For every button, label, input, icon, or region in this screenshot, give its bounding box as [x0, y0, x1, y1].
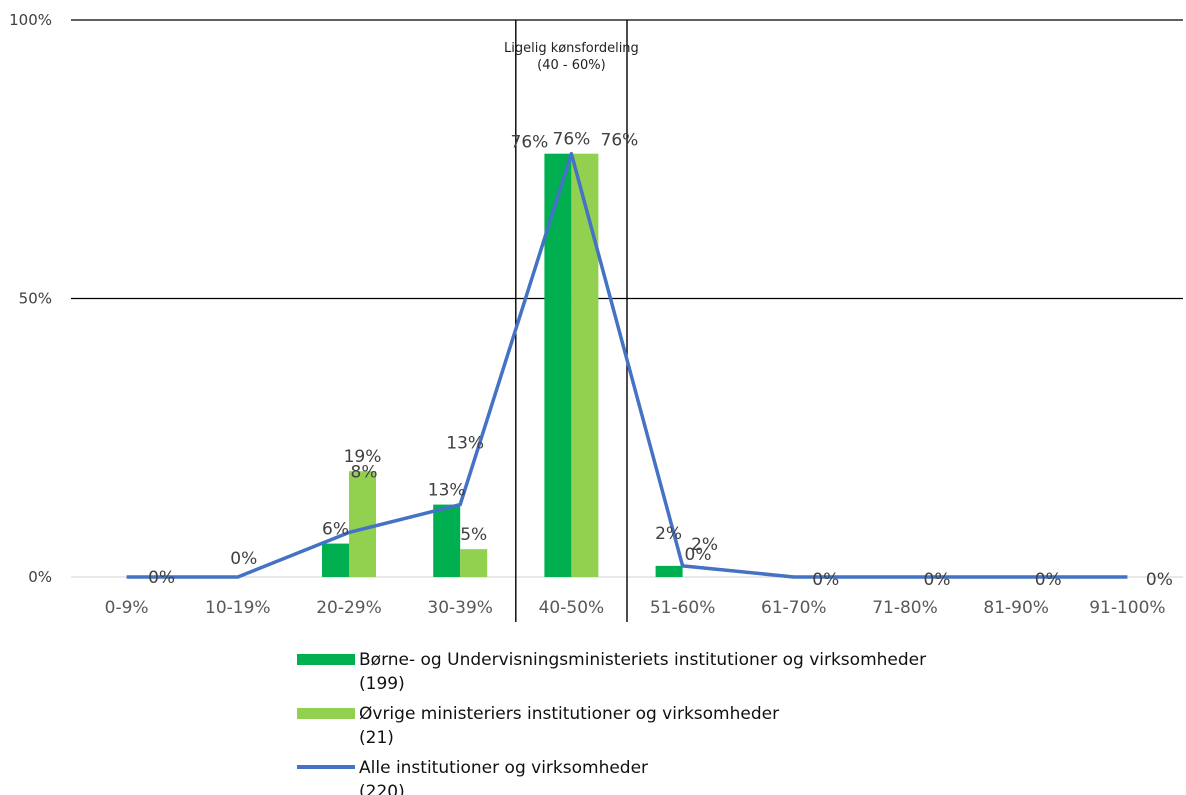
x-tick-label: 0-9% — [105, 598, 149, 618]
x-tick-label: 71-80% — [872, 598, 938, 618]
y-tick-label: 0% — [28, 568, 52, 586]
legend-swatch — [297, 708, 355, 719]
data-label: 0% — [812, 570, 839, 590]
legend-entry: Alle institutioner og virksomheder — [359, 758, 648, 778]
x-tick-label: 51-60% — [650, 598, 716, 618]
data-label: 76% — [511, 133, 549, 153]
bar-oevrige — [571, 153, 599, 577]
legend: Børne- og Undervisningsministeriets inst… — [297, 650, 926, 795]
data-label: 0% — [685, 545, 712, 565]
legend-entry: (199) — [359, 674, 405, 694]
data-label: 5% — [460, 525, 487, 545]
data-label: 0% — [1035, 570, 1062, 590]
x-tick-label: 91-100% — [1089, 598, 1165, 618]
bar-bum — [544, 153, 572, 577]
legend-entry: Øvrige ministeriers institutioner og vir… — [359, 704, 779, 724]
data-label: 0% — [148, 568, 175, 588]
line-alle — [126, 151, 1128, 579]
data-label: 13% — [446, 434, 484, 454]
bar-oevrige — [460, 549, 488, 577]
data-label: 0% — [1146, 570, 1173, 590]
y-tick-label: 100% — [9, 11, 52, 29]
x-tick-label: 61-70% — [761, 598, 827, 618]
x-tick-label: 20-29% — [316, 598, 382, 618]
line-series — [126, 151, 1128, 579]
data-label: 6% — [322, 520, 349, 540]
data-label: 0% — [230, 549, 257, 569]
data-label: 0% — [924, 570, 951, 590]
legend-entry: Børne- og Undervisningsministeriets inst… — [359, 650, 926, 670]
data-label: 76% — [601, 131, 639, 151]
y-tick-label: 50% — [19, 290, 52, 308]
bar-bum — [322, 543, 349, 577]
data-label: 19% — [344, 447, 382, 467]
data-label: 76% — [553, 130, 591, 150]
bars — [322, 153, 683, 577]
bar-bum — [433, 504, 461, 577]
data-label: 2% — [691, 535, 718, 555]
band-lines: Ligelig kønsfordeling (40 - 60%) — [504, 20, 639, 622]
x-tick-label: 40-50% — [539, 598, 605, 618]
x-tick-label: 10-19% — [205, 598, 271, 618]
band-label: Ligelig kønsfordeling — [504, 41, 639, 56]
legend-entry: (220) — [359, 782, 405, 795]
x-tick-label: 81-90% — [983, 598, 1049, 618]
bar-bum — [655, 565, 683, 577]
x-tick-label: 30-39% — [427, 598, 493, 618]
data-labels: 6%13%76%2%19%5%76%0%0%8%13%76%2%0% 0% 0% 0%… — [148, 130, 1173, 590]
data-label: 2% — [655, 524, 682, 544]
bar-oevrige — [349, 471, 376, 577]
legend-swatch — [297, 654, 355, 665]
data-label: 13% — [428, 481, 466, 501]
data-label: 8% — [351, 462, 378, 482]
axis-labels: 0% 50% 100% 0-9% 10-19% 20-29% 30-39% 40-50% 51-… — [9, 11, 1165, 618]
band-label: (40 - 60%) — [537, 58, 606, 73]
legend-entry: (21) — [359, 728, 394, 748]
